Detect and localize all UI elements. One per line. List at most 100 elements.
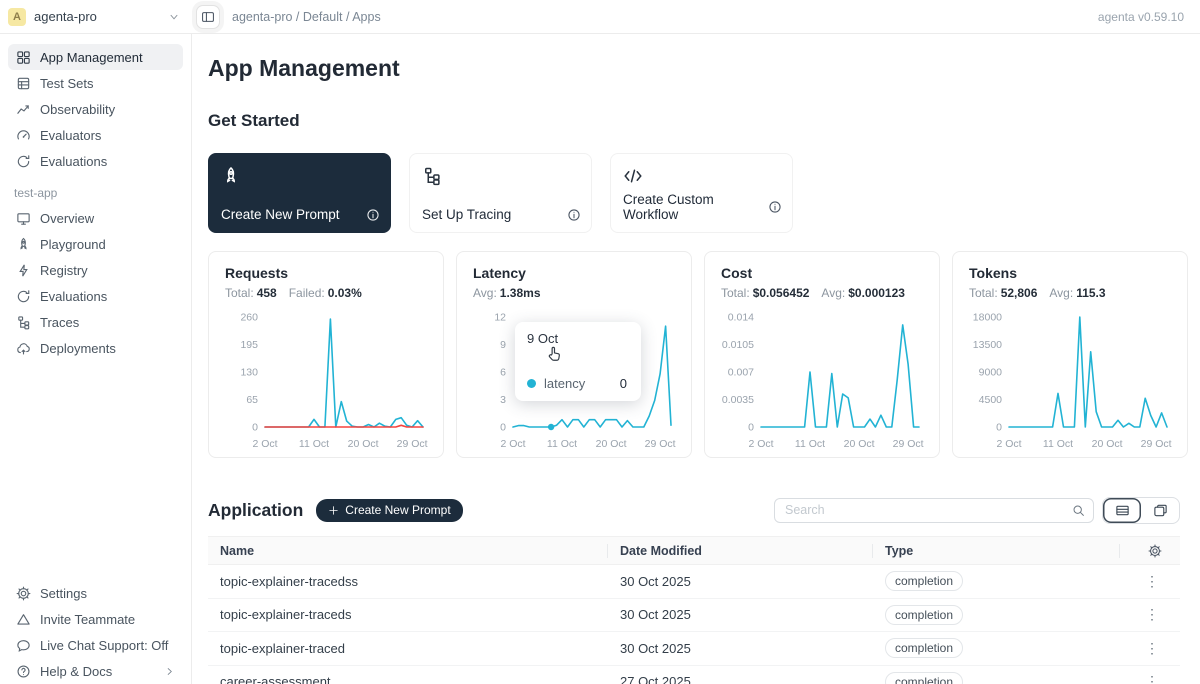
table-settings-icon[interactable] — [1148, 544, 1162, 558]
get-started-card-set-up-tracing[interactable]: Set Up Tracing — [409, 153, 592, 233]
info-icon[interactable] — [567, 208, 581, 222]
cell-name: topic-explainer-traceds — [208, 607, 608, 622]
sidebar-item-app-management[interactable]: App Management — [8, 44, 183, 70]
breadcrumb: agenta-pro / Default / Apps — [232, 10, 381, 24]
sidebar-section-label: test-app — [14, 186, 183, 200]
cell-date-modified: 30 Oct 2025 — [608, 641, 873, 656]
svg-text:0.014: 0.014 — [728, 312, 754, 324]
table-header: Name Date Modified Type — [208, 536, 1180, 565]
cell-name: topic-explainer-traced — [208, 641, 608, 656]
sidebar-item-registry[interactable]: Registry — [8, 257, 183, 283]
column-header-date-modified[interactable]: Date Modified — [608, 537, 873, 564]
svg-text:9000: 9000 — [979, 367, 1003, 379]
view-toggle — [1102, 497, 1180, 524]
tree-icon — [16, 315, 31, 330]
sidebar-item-observability[interactable]: Observability — [8, 96, 183, 122]
search-input[interactable] — [783, 502, 1072, 518]
tokens-line-chart[interactable]: 04500900013500180002 Oct11 Oct20 Oct29 O… — [969, 307, 1171, 455]
workspace-name: agenta-pro — [34, 9, 160, 24]
version-label: agenta v0.59.10 — [1098, 10, 1200, 24]
chart-stat: Failed:0.03% — [289, 286, 362, 301]
plus-icon — [328, 505, 339, 516]
svg-text:195: 195 — [240, 339, 258, 351]
svg-text:3: 3 — [500, 394, 506, 406]
search-box[interactable] — [774, 498, 1094, 523]
type-badge: completion — [885, 605, 963, 625]
info-icon[interactable] — [366, 208, 380, 222]
application-header: Application Create New Prompt — [208, 495, 1180, 525]
svg-text:0.007: 0.007 — [728, 367, 754, 379]
sidebar-item-label: Invite Teammate — [40, 612, 135, 627]
svg-text:9: 9 — [500, 339, 506, 351]
topbar: A agenta-pro agenta-pro / Default / Apps… — [0, 0, 1200, 34]
column-header-name[interactable]: Name — [208, 537, 608, 564]
svg-text:2 Oct: 2 Oct — [500, 438, 525, 450]
table-row[interactable]: topic-explainer-traceds30 Oct 2025comple… — [208, 599, 1180, 633]
svg-text:29 Oct: 29 Oct — [397, 438, 428, 450]
column-header-type[interactable]: Type — [873, 537, 1120, 564]
chevron-right-icon — [164, 666, 175, 677]
sidebar-item-label: App Management — [40, 50, 143, 65]
table-view-button[interactable] — [1103, 498, 1141, 523]
sidebar-item-deployments[interactable]: Deployments — [8, 335, 183, 361]
sidebar-item-live-chat-support-off[interactable]: Live Chat Support: Off — [8, 632, 183, 658]
sidebar-item-label: Help & Docs — [40, 664, 112, 679]
row-more-button[interactable]: ⋮ — [1120, 673, 1180, 684]
tooltip-series-label: latency — [544, 376, 585, 391]
chart-card-requests: RequestsTotal:458Failed:0.03%06513019526… — [208, 251, 444, 458]
page-title: App Management — [208, 55, 1180, 81]
sidebar-item-label: Deployments — [40, 341, 116, 356]
card-view-button[interactable] — [1141, 498, 1179, 523]
svg-text:2 Oct: 2 Oct — [252, 438, 277, 450]
cell-type: completion — [873, 672, 1120, 684]
main-content: App Management Get Started Create New Pr… — [192, 34, 1200, 684]
create-new-prompt-label: Create New Prompt — [345, 503, 450, 517]
help-icon — [16, 664, 31, 679]
tree-icon — [422, 166, 442, 186]
sidebar-bottom-nav: Settings Invite Teammate Live Chat Support… — [8, 580, 183, 684]
rocket-icon — [16, 237, 31, 252]
svg-text:20 Oct: 20 Oct — [1092, 438, 1123, 450]
cost-line-chart[interactable]: 00.00350.0070.01050.0142 Oct11 Oct20 Oct… — [721, 307, 923, 455]
type-badge: completion — [885, 672, 963, 684]
triangle-icon — [16, 612, 31, 627]
sidebar-item-label: Traces — [40, 315, 79, 330]
sidebar-item-settings[interactable]: Settings — [8, 580, 183, 606]
chart-stat: Avg:$0.000123 — [821, 286, 905, 301]
grid-icon — [16, 50, 31, 65]
row-more-button[interactable]: ⋮ — [1120, 606, 1180, 623]
sidebar-item-evaluators[interactable]: Evaluators — [8, 122, 183, 148]
sidebar-item-overview[interactable]: Overview — [8, 205, 183, 231]
workspace-avatar: A — [8, 8, 26, 26]
sidebar-item-label: Playground — [40, 237, 106, 252]
svg-text:11 Oct: 11 Oct — [1043, 438, 1073, 450]
applications-table: Name Date Modified Type topic-explainer-… — [208, 536, 1180, 684]
row-more-button[interactable]: ⋮ — [1120, 573, 1180, 590]
sidebar-item-test-sets[interactable]: Test Sets — [8, 70, 183, 96]
svg-text:18000: 18000 — [973, 312, 1002, 324]
sidebar-item-playground[interactable]: Playground — [8, 231, 183, 257]
create-new-prompt-button[interactable]: Create New Prompt — [316, 499, 462, 522]
column-header-actions — [1120, 537, 1180, 564]
table-row[interactable]: topic-explainer-tracedss30 Oct 2025compl… — [208, 565, 1180, 599]
row-more-button[interactable]: ⋮ — [1120, 640, 1180, 657]
workspace-selector[interactable]: A agenta-pro — [0, 8, 192, 26]
info-icon[interactable] — [768, 200, 782, 214]
get-started-card-create-custom-workflow[interactable]: Create Custom Workflow — [610, 153, 793, 233]
refresh-icon — [16, 154, 31, 169]
sidebar-item-invite-teammate[interactable]: Invite Teammate — [8, 606, 183, 632]
table-row[interactable]: topic-explainer-traced30 Oct 2025complet… — [208, 632, 1180, 666]
svg-text:20 Oct: 20 Oct — [844, 438, 875, 450]
svg-text:12: 12 — [494, 312, 506, 324]
sidebar-item-help-docs[interactable]: Help & Docs — [8, 658, 183, 684]
svg-text:260: 260 — [240, 312, 258, 324]
sidebar-toggle-button[interactable] — [196, 5, 220, 29]
latency-series-dot — [527, 379, 536, 388]
requests-line-chart[interactable]: 0651301952602 Oct11 Oct20 Oct29 Oct — [225, 307, 427, 455]
get-started-card-create-new-prompt[interactable]: Create New Prompt — [208, 153, 391, 233]
table-row[interactable]: career-assessment27 Oct 2025completion⋮ — [208, 666, 1180, 684]
sidebar-item-evaluations[interactable]: Evaluations — [8, 283, 183, 309]
search-icon[interactable] — [1072, 504, 1085, 517]
sidebar-item-traces[interactable]: Traces — [8, 309, 183, 335]
sidebar-item-evaluations[interactable]: Evaluations — [8, 148, 183, 174]
